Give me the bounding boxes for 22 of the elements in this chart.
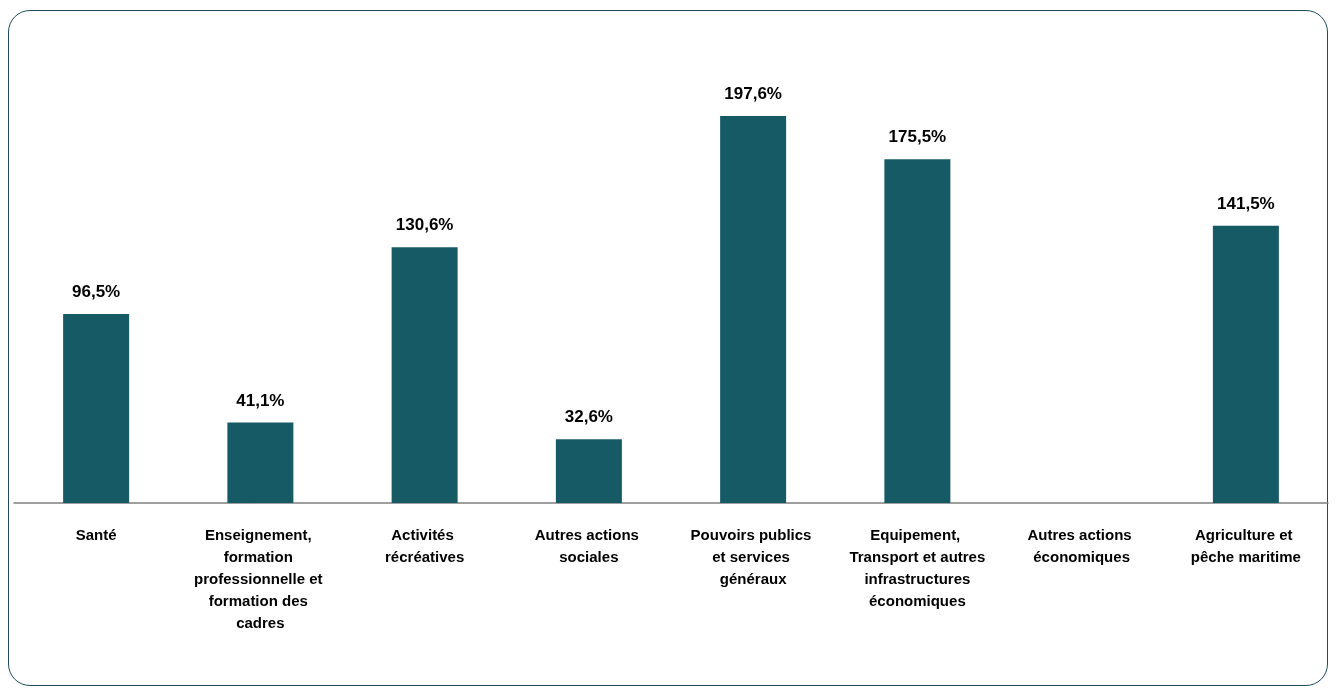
data-label: 141,5% [1217,193,1275,213]
bar [227,422,294,503]
x-tick-label: Santé [75,525,117,543]
bar [1212,225,1279,503]
x-tick-label: Autres actions sociales [534,525,644,565]
x-tick-label: Enseignement, formation professionnelle et formation des cadres [194,525,327,631]
bar [884,159,951,503]
x-tick-label: Agriculture et pêche maritime [1190,525,1301,565]
data-label: 197,6% [724,84,782,103]
bar [555,439,622,503]
bar [63,314,130,503]
data-label: 41,1% [236,390,285,410]
x-tick-label: Equipement, Transport et autres infrastructures économiques [849,525,986,609]
x-tick-label: Pouvoirs publics et services généraux [690,525,816,587]
bar [391,247,458,503]
x-tick-label: Autres actions économiques [1027,525,1136,565]
data-label: 130,6% [395,215,454,235]
data-label: 96,5% [72,282,121,301]
data-label: 175,5% [888,127,947,147]
x-tick-label: Activités récréatives [385,525,465,565]
bar [720,116,787,503]
data-label: 32,6% [564,407,613,427]
